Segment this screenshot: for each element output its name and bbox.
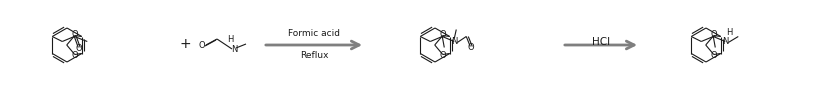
Text: O: O <box>199 40 205 50</box>
Text: O: O <box>711 30 717 39</box>
Text: HCl: HCl <box>592 37 610 47</box>
Text: +: + <box>179 37 191 51</box>
Text: N: N <box>231 44 237 54</box>
Text: O: O <box>440 51 446 60</box>
Text: O: O <box>72 51 78 60</box>
Text: H: H <box>227 35 233 44</box>
Text: O: O <box>440 30 446 39</box>
Text: O: O <box>72 30 78 39</box>
Text: O: O <box>468 43 475 52</box>
Text: H: H <box>726 28 732 37</box>
Text: O: O <box>76 44 82 53</box>
Text: Formic acid: Formic acid <box>288 29 340 38</box>
Text: Reflux: Reflux <box>300 51 328 60</box>
Text: N: N <box>722 37 729 46</box>
Text: N: N <box>451 37 457 46</box>
Text: O: O <box>711 51 717 60</box>
